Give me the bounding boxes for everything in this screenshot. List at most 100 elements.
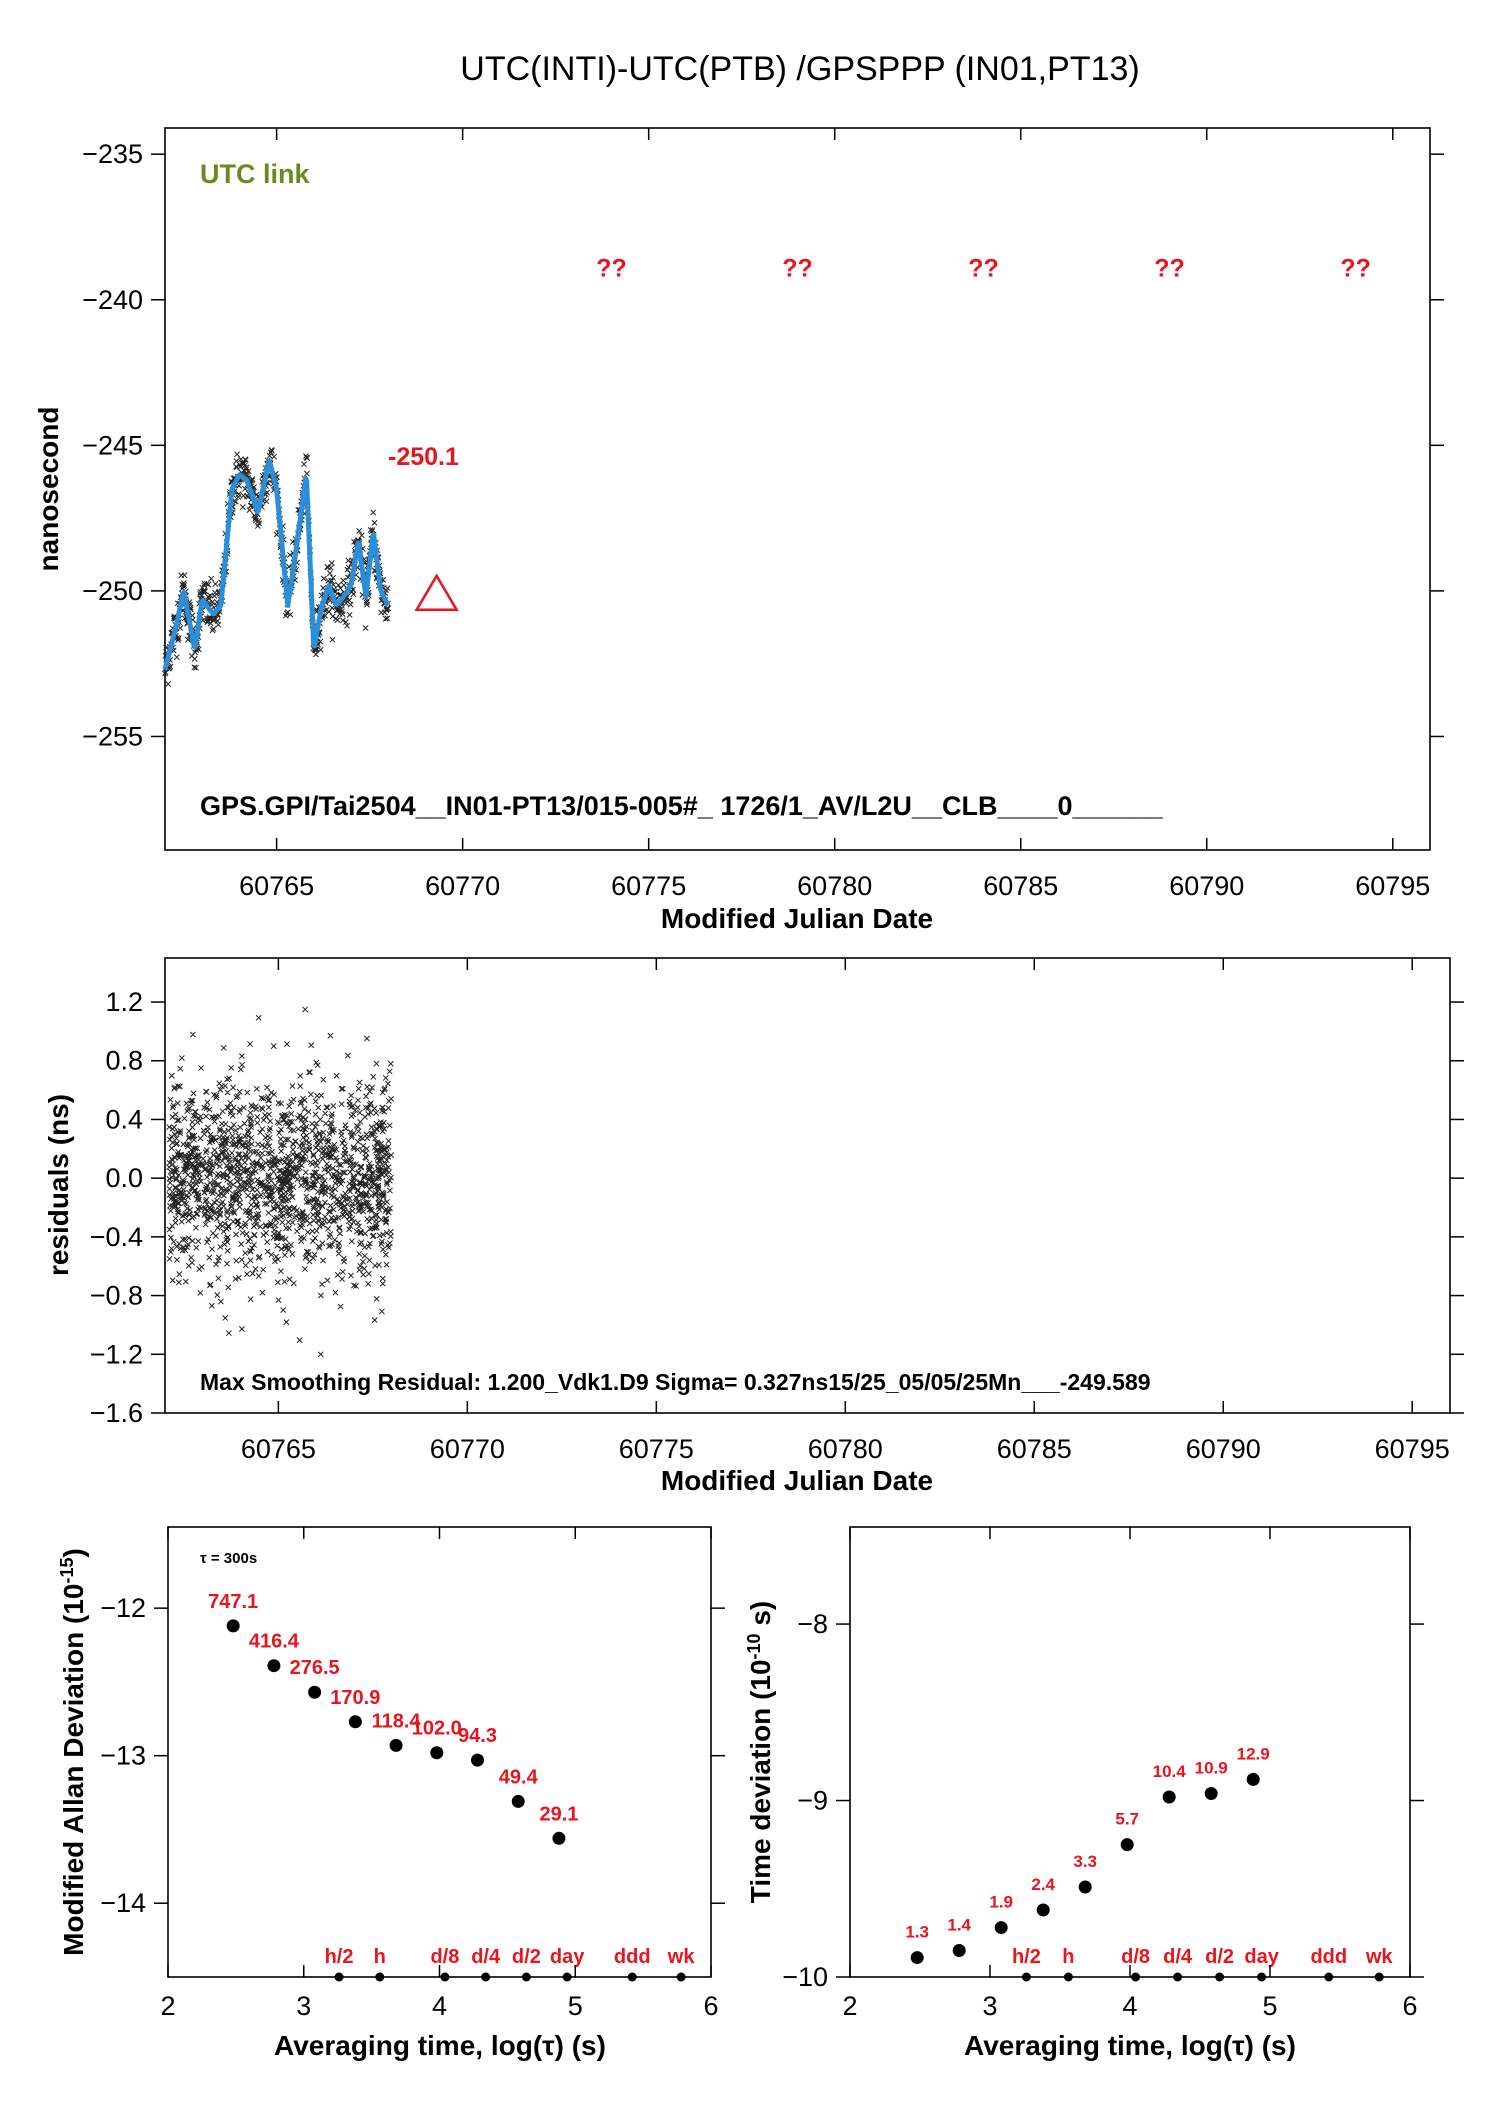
residual-point [377,1119,384,1126]
residual-point [362,1182,369,1188]
residual-point [198,1065,205,1071]
raw-point [271,453,278,460]
residuals-y-tick-label: 0.0 [105,1163,143,1193]
residual-point [261,1200,268,1207]
residual-point [347,1223,354,1230]
residual-point [172,1185,179,1192]
residual-point [297,1143,303,1150]
residual-point [174,1100,181,1107]
residual-point [348,1134,355,1141]
raw-point [301,461,307,468]
residual-point [313,1169,320,1176]
tdev-tau-marker-label: wk [1365,1946,1394,1968]
residuals-x-tick-label: 60775 [619,1434,694,1464]
residual-point [383,1261,390,1268]
tdev-point [1078,1880,1092,1894]
residual-point [282,1236,289,1243]
residual-point [332,1289,339,1296]
residual-point [186,1189,193,1196]
residual-point [366,1166,373,1173]
residual-point [250,1148,257,1155]
residual-point [294,1170,300,1177]
residual-point [375,1200,382,1207]
residual-point [228,1150,235,1156]
residual-point [242,1144,249,1151]
residual-point [227,1100,234,1106]
residual-point [374,1188,381,1195]
residual-point [213,1216,220,1222]
residual-point [236,1135,243,1142]
residual-point [210,1180,217,1187]
raw-point [346,611,353,618]
residual-point [216,1080,223,1087]
residual-point [225,1104,232,1111]
residual-point [292,1138,299,1145]
residual-point [205,1236,212,1243]
residual-point [380,1192,387,1199]
residual-point [332,1215,339,1221]
residual-point [388,1095,395,1102]
residual-point [258,1164,265,1171]
residual-point [195,1238,202,1245]
residual-point [236,1138,243,1145]
residual-point [296,1164,303,1171]
raw-point [268,447,275,454]
residual-point [323,1104,330,1111]
residual-point [245,1127,252,1134]
residuals-plot-axes: 60765 60770 60775 60780 60785 60790 60795 1.2 0.… [90,958,1464,1464]
raw-point [328,577,335,584]
residual-point [166,1255,173,1262]
tdev-tau-marker [1374,1972,1384,1982]
tdev-point [952,1944,966,1958]
allan-x-tick-label: 2 [160,1991,175,2021]
main-x-tick-label: 60795 [1355,871,1430,901]
tdev-y-tick-label: −9 [797,1786,828,1816]
tdev-tau-marker [1257,1972,1267,1982]
residual-point [202,1198,209,1205]
raw-point [210,625,217,632]
residual-point [259,1150,266,1157]
tdev-tau-marker-label: day [1244,1946,1279,1968]
tdev-y-tick-label: −8 [797,1609,828,1639]
residual-point [302,1266,308,1272]
residual-point [352,1282,359,1289]
residuals-y-tick-label: 1.2 [105,987,143,1017]
residual-point [376,1167,383,1174]
tdev-tau-marker [1324,1972,1334,1982]
residual-point [222,1140,229,1147]
residual-point [382,1251,389,1258]
tdev-x-tick-label: 3 [982,1991,997,2021]
residual-point [191,1153,198,1160]
residual-point [315,1203,322,1210]
residual-point [277,1167,284,1174]
residual-point [355,1097,361,1104]
residual-point [167,1249,174,1255]
tau-note: τ = 300s [200,1550,257,1567]
residual-point [320,1257,327,1264]
residual-point [318,1189,325,1196]
residual-point [216,1172,223,1179]
allan-point-label: 49.4 [499,1766,539,1788]
raw-point [344,622,351,629]
residual-point [250,1214,257,1221]
residual-point [278,1148,285,1155]
main-footer-text: GPS.GPI/Tai2504__IN01-PT13/015-005#_ 172… [200,791,1164,821]
residual-point [220,1044,227,1051]
residual-point [192,1145,199,1152]
tdev-point [1162,1790,1176,1804]
residual-point [355,1208,362,1214]
residual-point [203,1147,210,1154]
allan-y-label-sup: -15 [57,1557,77,1583]
residual-point [213,1094,220,1101]
residual-point [233,1257,240,1264]
residual-point [207,1164,214,1171]
raw-point [212,581,219,587]
allan-point-label: 276.5 [290,1657,340,1679]
residual-point [305,1198,312,1205]
residual-point [233,1173,240,1180]
residual-point [259,1142,266,1149]
residual-point [206,1282,213,1289]
residual-point [176,1083,183,1090]
residual-point [168,1145,175,1152]
residual-point [271,1154,278,1161]
